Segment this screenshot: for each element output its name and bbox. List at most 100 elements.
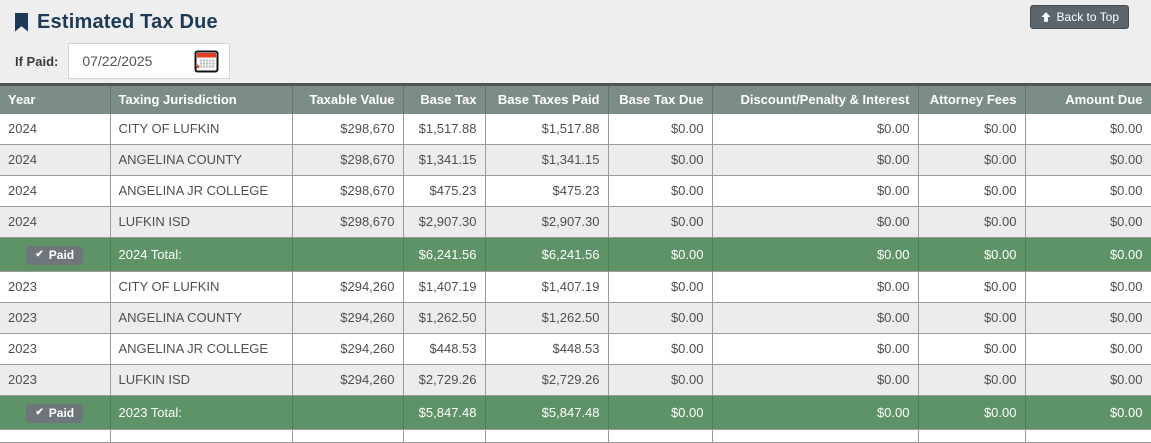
table-row: 2024 ANGELINA COUNTY $298,670 $1,341.15 $1,3…	[0, 144, 1151, 176]
cell-amount_due: $0.00	[1025, 114, 1151, 145]
cell-discount_penalty_interest: $0.00	[712, 395, 919, 430]
cell-discount_penalty_interest: $0.00	[712, 364, 919, 396]
calendar-icon: *	[193, 50, 220, 77]
cell-base_tax: $1,517.88	[403, 114, 486, 145]
cell-year: 2023	[0, 302, 111, 334]
back-to-top-button[interactable]: Back to Top	[1029, 5, 1129, 29]
cell-year: 2024	[0, 114, 111, 145]
cell-base_tax_due: $0.00	[608, 206, 713, 238]
cell-base_taxes_paid: $2,729.26	[485, 364, 609, 396]
cell-year	[0, 429, 111, 443]
cell-year: 2023	[0, 271, 111, 303]
table-row: 2024 LUFKIN ISD $298,670 $2,907.30 $2,907.30…	[0, 206, 1151, 238]
cell-attorney_fees: $0.00	[918, 333, 1026, 365]
paid-badge: ✔ Paid	[26, 246, 84, 265]
cell-taxable_value: $294,260	[292, 302, 404, 334]
paid-badge-label: Paid	[48, 406, 75, 420]
bookmark-icon	[14, 12, 29, 32]
cell-amount_due: $0.00	[1025, 395, 1151, 430]
column-header-attorney_fees: Attorney Fees	[918, 84, 1026, 114]
cell-year: 2024	[0, 206, 111, 238]
table-row	[0, 429, 1151, 443]
cell-discount_penalty_interest	[712, 429, 919, 443]
cell-jurisdiction: LUFKIN ISD	[110, 206, 293, 238]
cell-base_tax: $5,847.48	[403, 395, 486, 430]
table-row: 2023 CITY OF LUFKIN $294,260 $1,407.19 $1,40…	[0, 271, 1151, 303]
table-row: 2024 CITY OF LUFKIN $298,670 $1,517.88 $1,51…	[0, 114, 1151, 145]
cell-year: 2024	[0, 175, 111, 207]
cell-jurisdiction: LUFKIN ISD	[110, 364, 293, 396]
table-row: 2024 ANGELINA JR COLLEGE $298,670 $475.23 $4…	[0, 175, 1151, 207]
cell-taxable_value: $298,670	[292, 144, 404, 176]
cell-jurisdiction: ANGELINA COUNTY	[110, 302, 293, 334]
cell-base_taxes_paid: $5,847.48	[485, 395, 609, 430]
cell-base_tax_due: $0.00	[608, 237, 713, 272]
if-paid-date-input[interactable]	[82, 53, 175, 69]
table-row: 2023 ANGELINA JR COLLEGE $294,260 $448.53 $4…	[0, 333, 1151, 365]
cell-base_tax_due: $0.00	[608, 302, 713, 334]
cell-year: 2023	[0, 333, 111, 365]
cell-taxable_value: $298,670	[292, 114, 404, 145]
cell-attorney_fees: $0.00	[918, 271, 1026, 303]
table-body: 2024 CITY OF LUFKIN $298,670 $1,517.88 $1,51…	[0, 114, 1151, 443]
cell-taxable_value: $294,260	[292, 364, 404, 396]
cell-base_tax_due: $0.00	[608, 271, 713, 303]
calendar-button[interactable]: *	[193, 49, 220, 77]
page-header: Estimated Tax Due Back to Top If Paid:	[0, 0, 1151, 83]
cell-jurisdiction: CITY OF LUFKIN	[110, 114, 293, 145]
column-header-year: Year	[0, 84, 111, 114]
cell-year: ✔ Paid	[0, 395, 111, 430]
cell-jurisdiction	[110, 429, 293, 443]
cell-amount_due	[1025, 429, 1151, 443]
cell-discount_penalty_interest: $0.00	[712, 144, 919, 176]
total-row: ✔ Paid 2023 Total: $5,847.48 $5,847.48 $0.00 $…	[0, 395, 1151, 430]
cell-amount_due: $0.00	[1025, 271, 1151, 303]
cell-base_taxes_paid: $2,907.30	[485, 206, 609, 238]
arrow-up-icon	[1040, 11, 1052, 23]
cell-base_taxes_paid: $6,241.56	[485, 237, 609, 272]
cell-jurisdiction: ANGELINA COUNTY	[110, 144, 293, 176]
svg-text:*: *	[196, 63, 201, 74]
cell-base_tax_due: $0.00	[608, 364, 713, 396]
table-row: 2023 LUFKIN ISD $294,260 $2,729.26 $2,729.26…	[0, 364, 1151, 396]
cell-jurisdiction: CITY OF LUFKIN	[110, 271, 293, 303]
cell-base_tax	[403, 429, 486, 443]
cell-base_tax: $6,241.56	[403, 237, 486, 272]
table-header-row: Year Taxing Jurisdiction Taxable Value Base…	[0, 84, 1151, 114]
check-icon: ✔	[35, 249, 44, 260]
cell-base_tax_due: $0.00	[608, 333, 713, 365]
table-row: 2023 ANGELINA COUNTY $294,260 $1,262.50 $1,2…	[0, 302, 1151, 334]
cell-base_tax: $1,407.19	[403, 271, 486, 303]
cell-attorney_fees: $0.00	[918, 175, 1026, 207]
paid-badge-label: Paid	[48, 248, 75, 262]
cell-jurisdiction: ANGELINA JR COLLEGE	[110, 175, 293, 207]
cell-taxable_value	[292, 237, 404, 272]
check-icon: ✔	[35, 407, 44, 418]
cell-base_tax: $2,907.30	[403, 206, 486, 238]
title-row: Estimated Tax Due	[14, 7, 1137, 37]
cell-taxable_value	[292, 395, 404, 430]
cell-base_tax_due: $0.00	[608, 175, 713, 207]
if-paid-row: If Paid: *	[14, 43, 1137, 79]
paid-badge: ✔ Paid	[26, 404, 84, 423]
cell-taxable_value	[292, 429, 404, 443]
cell-discount_penalty_interest: $0.00	[712, 302, 919, 334]
cell-amount_due: $0.00	[1025, 206, 1151, 238]
cell-base_tax: $1,341.15	[403, 144, 486, 176]
if-paid-label: If Paid:	[15, 53, 59, 69]
cell-amount_due: $0.00	[1025, 364, 1151, 396]
column-header-taxable_value: Taxable Value	[292, 84, 404, 114]
cell-taxable_value: $294,260	[292, 271, 404, 303]
cell-base_taxes_paid: $1,341.15	[485, 144, 609, 176]
cell-jurisdiction: 2024 Total:	[110, 237, 293, 272]
cell-discount_penalty_interest: $0.00	[712, 237, 919, 272]
cell-amount_due: $0.00	[1025, 237, 1151, 272]
page-title: Estimated Tax Due	[37, 10, 218, 33]
cell-discount_penalty_interest: $0.00	[712, 206, 919, 238]
cell-base_tax_due: $0.00	[608, 395, 713, 430]
cell-attorney_fees: $0.00	[918, 302, 1026, 334]
cell-attorney_fees: $0.00	[918, 144, 1026, 176]
cell-base_taxes_paid: $475.23	[485, 175, 609, 207]
column-header-amount_due: Amount Due	[1025, 84, 1151, 114]
cell-year: 2024	[0, 144, 111, 176]
